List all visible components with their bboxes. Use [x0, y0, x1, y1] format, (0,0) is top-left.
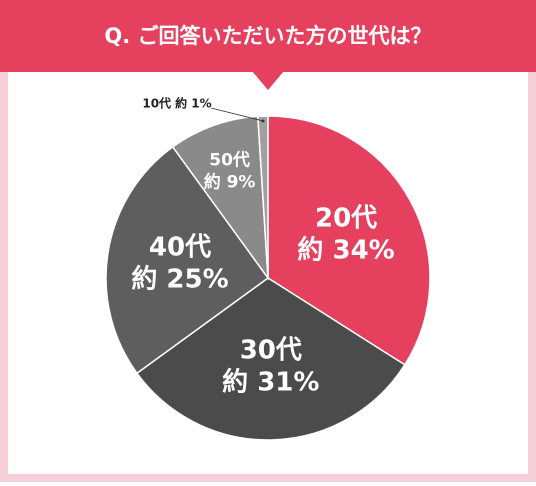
header-pointer	[252, 71, 284, 90]
pie-slice	[257, 115, 269, 279]
slice-value-label: 約 1%	[175, 96, 212, 111]
pie: 20代約 34% 30代約 31% 40代約 25% 50代約 9% 10代約 1%	[105, 96, 431, 441]
slice-value-label: 約 9%	[204, 171, 256, 192]
slice-category-label: 30代	[240, 336, 302, 366]
leader-line	[210, 107, 264, 122]
leader-dot	[261, 119, 265, 123]
slice-category-label: 50代	[209, 149, 250, 170]
slice-value-label: 約 31%	[222, 367, 319, 398]
slice-category-label: 10代	[142, 96, 171, 111]
pie-slice	[135, 277, 406, 441]
slice-category-label: 20代	[315, 204, 377, 234]
pie-slice	[105, 145, 270, 375]
chart-title: Q. ご回答いただいた方の世代は？	[104, 24, 431, 48]
slice-value-label: 約 34%	[297, 235, 394, 266]
slice-category-label: 40代	[149, 233, 211, 263]
pie-slice	[171, 115, 269, 281]
header	[0, 0, 536, 72]
pie-slice	[267, 115, 431, 366]
slice-value-label: 約 25%	[131, 264, 228, 295]
